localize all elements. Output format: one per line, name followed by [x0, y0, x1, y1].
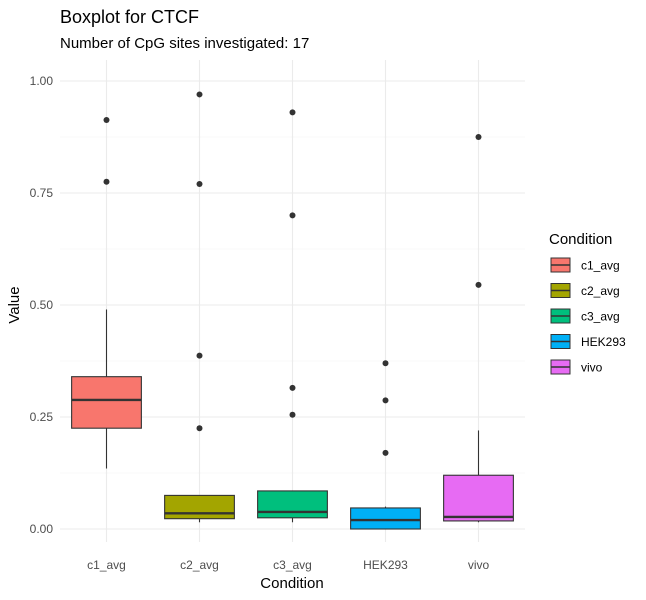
box-iqr — [443, 474, 514, 522]
outlier-point — [382, 360, 389, 367]
outlier-point — [475, 134, 482, 140]
x-axis-title: Condition — [260, 575, 323, 592]
outlier-point — [196, 181, 203, 188]
box-vivo — [443, 134, 514, 523]
box-iqr — [257, 490, 328, 519]
legend-label-c3_avg: c3_avg — [581, 310, 620, 324]
x-tick-label: c1_avg — [87, 558, 126, 572]
outlier-point — [382, 449, 389, 456]
outlier-point — [196, 425, 203, 432]
outlier-point — [289, 109, 296, 116]
box-iqr — [350, 507, 421, 530]
box-c2_avg — [164, 91, 235, 523]
outlier-point — [475, 281, 482, 288]
y-tick-label: 1.00 — [30, 74, 54, 88]
y-tick-label: 0.25 — [30, 410, 54, 424]
box-HEK293 — [350, 360, 421, 530]
legend-label-c2_avg: c2_avg — [581, 284, 620, 298]
outlier-point — [382, 397, 389, 404]
y-tick-label: 0.00 — [30, 522, 54, 536]
box-c1_avg — [71, 116, 142, 469]
x-tick-label: c3_avg — [273, 558, 312, 572]
y-axis-title: Value — [6, 286, 23, 323]
outlier-point — [289, 212, 296, 219]
x-tick-label: c2_avg — [180, 558, 219, 572]
y-tick-label: 0.75 — [30, 186, 54, 200]
legend-label-c1_avg: c1_avg — [581, 259, 620, 273]
outlier-point — [196, 91, 203, 98]
outlier-point — [289, 411, 296, 418]
outlier-point — [196, 352, 203, 359]
box-c3_avg — [257, 109, 328, 523]
x-tick-label: vivo — [468, 558, 490, 572]
box-iqr — [164, 494, 235, 520]
plot-area: 0.00 0.25 0.50 0.75 1.00 c1_avg c2_avg c3_avg HE… — [30, 60, 525, 572]
legend-title: Condition — [549, 231, 612, 248]
chart-subtitle: Number of CpG sites investigated: 17 — [60, 35, 309, 52]
legend-label-vivo: vivo — [581, 361, 603, 375]
box-iqr — [71, 376, 142, 429]
outlier-point — [289, 384, 296, 391]
legend: Condition c1_avg c2_avg c3_avg HEK293 vivo — [549, 231, 626, 375]
x-tick-label: HEK293 — [363, 558, 408, 572]
chart-title: Boxplot for CTCF — [60, 7, 199, 27]
legend-label-HEK293: HEK293 — [581, 335, 626, 349]
outlier-point — [103, 178, 110, 185]
y-tick-label: 0.50 — [30, 298, 54, 312]
outlier-point — [103, 116, 110, 123]
